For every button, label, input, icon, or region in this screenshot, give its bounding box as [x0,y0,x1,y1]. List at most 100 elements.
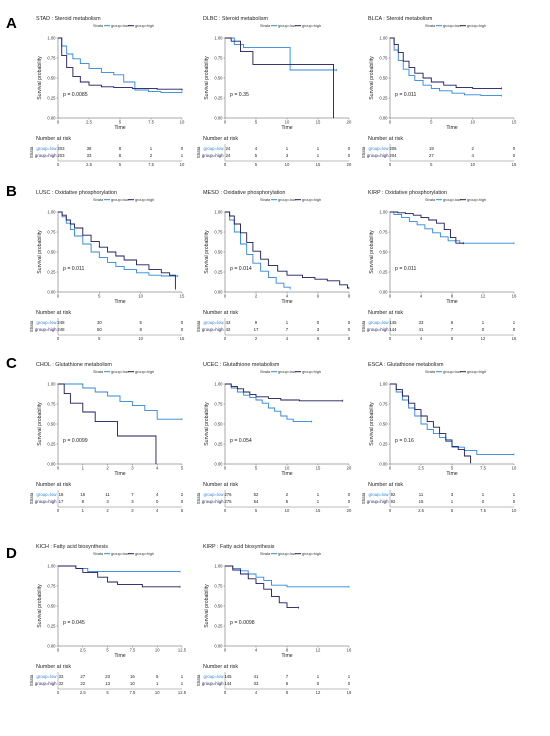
risk-time-label: 5 [119,162,122,167]
risk-strata-label: Strata [361,146,366,158]
x-axis-label: Time [281,471,292,477]
risk-cell-high: 6 [286,681,289,686]
risk-cell-low: 16 [80,492,85,497]
km-curve-low [390,37,502,97]
risk-cell-low: 0 [348,492,351,497]
y-tick-label: 0.50 [214,75,223,80]
x-axis-label: Time [446,299,457,305]
x-tick-label: 10 [138,294,143,299]
y-tick-label: 1.00 [47,381,56,386]
risk-cell-high: 3 [106,499,109,504]
risk-cell-low: 2 [286,492,289,497]
risk-row-label-low: group=low [369,492,390,497]
risk-time-label: 12 [481,336,486,341]
legend-label-low: group=low [111,198,129,202]
risk-cell-low: 18 [59,492,64,497]
y-axis-label: Survival probability [369,56,375,100]
risk-time-label: 0 [57,508,60,513]
y-tick-label: 1.00 [214,381,223,386]
legend-label-high: group=high [467,24,486,28]
risk-time-label: 0 [389,508,392,513]
risk-time-label: 3 [131,508,134,513]
risk-cell-high: 0 [348,499,351,504]
legend-title: Strata [260,198,271,202]
risk-cell-high: 1 [317,153,320,158]
chart-title: DLBC : Steroid metabolism [203,16,269,22]
risk-cell-high: 0 [513,153,516,158]
risk-cell-low: 1 [348,674,351,679]
risk-cell-high: 27 [429,153,434,158]
legend-label-high: group=high [302,198,321,202]
risk-cell-high: 5 [255,153,258,158]
risk-cell-high: 17 [59,499,64,504]
x-tick-label: 0 [389,466,392,471]
legend-label-low: group=low [443,24,461,28]
y-tick-label: 0.50 [47,421,56,426]
chart-title: LUSC : Oxidative phosphorylation [36,190,117,196]
panel-letter-d: D [6,545,17,562]
x-tick-label: 2.5 [418,466,424,471]
y-tick-label: 0.75 [47,229,56,234]
risk-time-label: 5 [451,508,454,513]
risk-cell-high: 33 [87,153,92,158]
risk-time-label: 8 [348,336,351,341]
risk-cell-low: 52 [254,492,259,497]
risk-row-label-high: group=high [35,153,57,158]
legend-label-low: group=low [278,198,296,202]
km-curve-high [58,565,181,588]
legend-title: Strata [425,24,436,28]
y-tick-label: 0.75 [214,401,223,406]
x-axis-label: Time [281,653,292,659]
legend-title: Strata [93,370,104,374]
risk-cell-high: 1 [156,681,159,686]
y-tick-label: 0.25 [214,95,223,100]
risk-cell-high: 8 [82,499,85,504]
y-tick-label: 0.25 [379,441,388,446]
risk-time-label: 4 [255,690,258,695]
x-tick-label: 0 [389,120,392,125]
x-tick-label: 8 [286,648,289,653]
risk-cell-high: 0 [482,327,485,332]
risk-cell-low: 0 [513,146,516,151]
risk-time-label: 5 [255,508,258,513]
panel-letter-a: A [6,15,17,32]
risk-time-label: 10 [180,162,185,167]
y-axis-label: Survival probability [37,56,43,100]
risk-cell-high: 248 [57,327,65,332]
y-tick-label: 1.00 [379,35,388,40]
x-tick-label: 15 [512,120,517,125]
risk-row-label-low: group=low [37,492,58,497]
panel-letter-c: C [6,355,17,372]
risk-cell-low: 0 [181,320,184,325]
x-tick-label: 4 [255,648,258,653]
km-curve-low [390,211,514,244]
risk-time-label: 10 [512,508,517,513]
risk-strata-label: Strata [29,320,34,332]
risk-cell-high: 0 [513,499,516,504]
x-tick-label: 16 [512,294,517,299]
y-tick-label: 0.25 [47,623,56,628]
km-curve-high [225,211,349,289]
risk-time-label: 10 [155,690,160,695]
risk-strata-label: Strata [361,320,366,332]
y-tick-label: 1.00 [379,209,388,214]
p-value: p = 0.0085 [63,92,88,98]
risk-cell-high: 1 [317,499,320,504]
x-tick-label: 5 [181,466,184,471]
risk-cell-low: 0 [348,320,351,325]
y-tick-label: 0.75 [214,55,223,60]
y-axis-label: Survival probability [37,584,43,628]
risk-time-label: 10 [285,508,290,513]
y-tick-label: 0.75 [47,401,56,406]
risk-cell-high: 144 [389,327,397,332]
x-tick-label: 12 [316,648,321,653]
legend-label-low: group=low [111,552,129,556]
x-tick-label: 5 [255,466,258,471]
risk-strata-label: Strata [29,492,34,504]
y-tick-label: 0.50 [379,421,388,426]
y-tick-label: 0.25 [47,95,56,100]
risk-cell-high: 0 [348,327,351,332]
risk-cell-high: 3 [131,499,134,504]
